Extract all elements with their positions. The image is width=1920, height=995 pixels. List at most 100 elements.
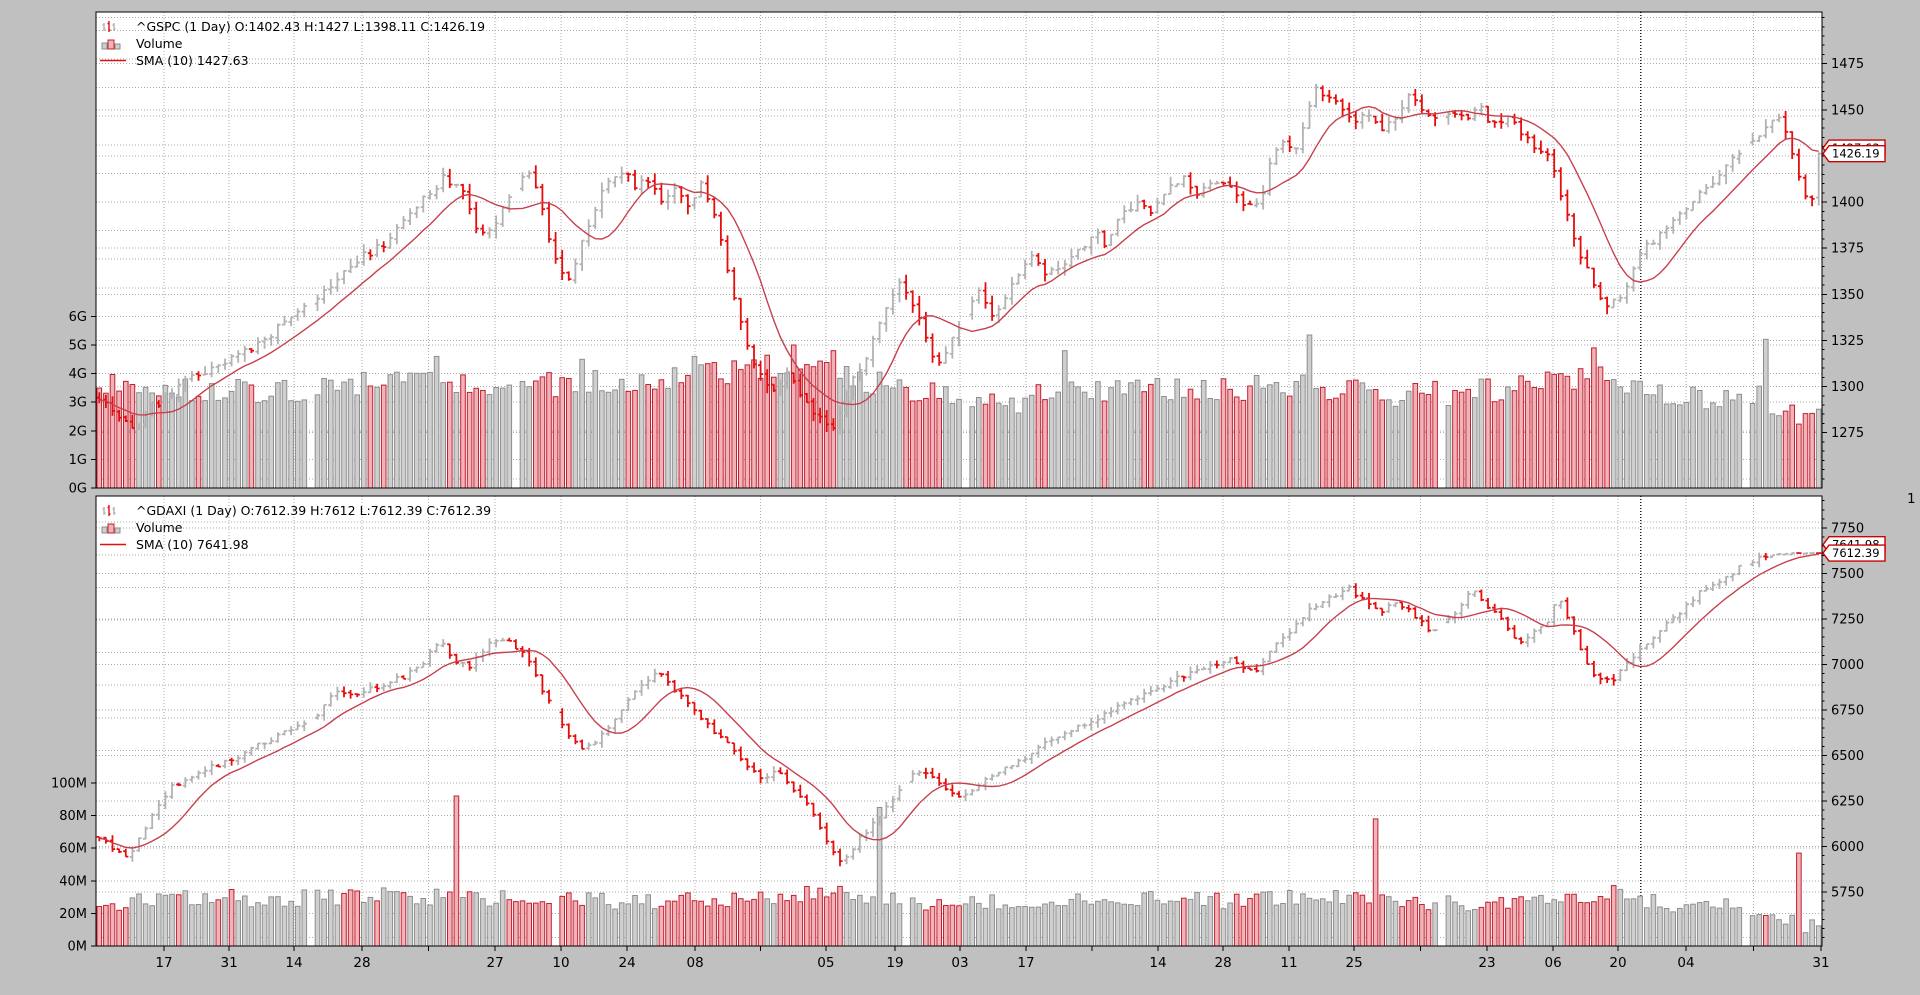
svg-text:7000: 7000 xyxy=(1831,658,1864,673)
gdaxi-legend-sma-label: SMA (10) 7641.98 xyxy=(136,537,249,552)
svg-text:7250: 7250 xyxy=(1831,613,1864,628)
svg-text:7750: 7750 xyxy=(1831,522,1864,537)
svg-text:14: 14 xyxy=(1149,955,1166,971)
gdaxi-volume-bars-up xyxy=(129,807,1822,947)
svg-text:04: 04 xyxy=(1677,955,1694,971)
svg-text:1400: 1400 xyxy=(1831,196,1864,211)
svg-text:23: 23 xyxy=(1478,955,1495,971)
svg-text:17: 17 xyxy=(1017,955,1034,971)
gspc-sma-line xyxy=(99,105,1819,416)
gdaxi-legend-volume-label: Volume xyxy=(136,520,183,535)
svg-text:31: 31 xyxy=(221,955,238,971)
gdaxi-volume-bars-down xyxy=(96,795,1802,947)
svg-text:0G: 0G xyxy=(69,482,87,497)
gdaxi-legend-title: ^GDAXI (1 Day) O:7612.39 H:7612 L:7612.3… xyxy=(136,503,492,518)
gdaxi-legend-row-volume: Volume xyxy=(100,519,491,536)
svg-text:19: 19 xyxy=(886,955,903,971)
ohlc-bars-icon xyxy=(100,20,136,33)
svg-text:1450: 1450 xyxy=(1831,103,1864,118)
svg-text:4G: 4G xyxy=(69,367,87,382)
gspc-price-axis-labels: 127513001325135013751400142514501475 xyxy=(1831,57,1864,441)
gdaxi-price-axis-ticks xyxy=(1822,500,1827,938)
svg-text:1350: 1350 xyxy=(1831,288,1864,303)
svg-text:28: 28 xyxy=(353,955,370,971)
gspc-legend-row-sma: SMA (10) 1427.63 xyxy=(100,52,485,69)
sma-line-icon xyxy=(100,54,136,67)
x-axis-labels: 17 31 14 28 27 10 24 08 05 19 03 17 14 28 11 25 23 06 20 04… xyxy=(155,955,1829,971)
svg-text:60M: 60M xyxy=(59,842,87,857)
svg-text:6500: 6500 xyxy=(1831,749,1864,764)
gdaxi-price-axis-labels: 5750 6000 6250 6500 6750 7000 7250 7500 7750 xyxy=(1831,522,1864,901)
svg-text:31: 31 xyxy=(1812,955,1829,971)
gspc-ohlc-bars-up xyxy=(136,84,1822,435)
x-axis-ticks xyxy=(163,946,1822,951)
sma-line-icon xyxy=(100,538,136,551)
svg-text:100M: 100M xyxy=(51,777,87,792)
svg-text:1G: 1G xyxy=(69,453,87,468)
gdaxi-sma-line xyxy=(99,553,1819,849)
svg-text:25: 25 xyxy=(1346,955,1363,971)
gspc-volume-axis-ticks xyxy=(91,315,96,489)
svg-text:3G: 3G xyxy=(69,396,87,411)
gdaxi-volume-axis-labels: 0M 20M 40M 60M 80M 100M xyxy=(51,777,87,955)
svg-text:0M: 0M xyxy=(68,940,88,955)
svg-text:7500: 7500 xyxy=(1831,567,1864,582)
svg-text:40M: 40M xyxy=(59,874,87,889)
gspc-legend-row-volume: Volume xyxy=(100,35,485,52)
gdaxi-legend: ^GDAXI (1 Day) O:7612.39 H:7612 L:7612.3… xyxy=(100,502,491,553)
gspc-price-tag-text: 1426.19 xyxy=(1832,147,1880,161)
svg-text:6250: 6250 xyxy=(1831,795,1864,810)
svg-text:08: 08 xyxy=(687,955,704,971)
svg-text:27: 27 xyxy=(487,955,504,971)
svg-text:5750: 5750 xyxy=(1831,886,1864,901)
svg-text:80M: 80M xyxy=(59,809,87,824)
svg-text:1325: 1325 xyxy=(1831,334,1864,349)
gspc-price-axis-ticks xyxy=(1822,17,1827,480)
volume-bars-icon xyxy=(100,37,136,50)
gdaxi-price-tag xyxy=(1822,544,1886,562)
gspc-price-tag xyxy=(1822,145,1886,163)
svg-text:24: 24 xyxy=(619,955,636,971)
svg-text:2G: 2G xyxy=(69,424,87,439)
gdaxi-ohlc-bars-up xyxy=(129,552,1815,865)
gdaxi-plot-border xyxy=(95,495,1823,947)
svg-text:6000: 6000 xyxy=(1831,840,1864,855)
svg-text:06: 06 xyxy=(1545,955,1562,971)
gspc-legend: ^GSPC (1 Day) O:1402.43 H:1427 L:1398.11… xyxy=(100,18,485,69)
gdaxi-legend-row-symbol: ^GDAXI (1 Day) O:7612.39 H:7612 L:7612.3… xyxy=(100,502,491,519)
gspc-plot-border xyxy=(95,11,1823,489)
svg-text:20: 20 xyxy=(1609,955,1626,971)
gdaxi-grid xyxy=(96,496,1822,946)
svg-text:1375: 1375 xyxy=(1831,242,1864,257)
gdaxi-price-tag-text: 7612.39 xyxy=(1832,546,1880,560)
gspc-legend-row-symbol: ^GSPC (1 Day) O:1402.43 H:1427 L:1398.11… xyxy=(100,18,485,35)
gdaxi-legend-row-sma: SMA (10) 7641.98 xyxy=(100,536,491,553)
gdaxi-panel: 5750 6000 6250 6500 6750 7000 7250 7500 7750 0M 20… xyxy=(51,495,1886,955)
svg-text:17: 17 xyxy=(155,955,172,971)
gspc-legend-title: ^GSPC (1 Day) O:1402.43 H:1427 L:1398.11… xyxy=(136,19,486,34)
gspc-panel: 1275130013251350137514001425145014750G1G… xyxy=(69,11,1886,497)
gspc-legend-sma-label: SMA (10) 1427.63 xyxy=(136,53,249,68)
svg-text:6G: 6G xyxy=(69,310,87,325)
svg-text:28: 28 xyxy=(1215,955,1232,971)
svg-text:1475: 1475 xyxy=(1831,57,1864,72)
gspc-legend-volume-label: Volume xyxy=(136,36,183,51)
gdaxi-plot-area[interactable] xyxy=(96,496,1822,946)
ohlc-bars-icon xyxy=(100,504,136,517)
svg-text:1275: 1275 xyxy=(1831,426,1864,441)
gdaxi-volume-axis-ticks xyxy=(91,782,96,947)
svg-text:6750: 6750 xyxy=(1831,704,1864,719)
svg-text:05: 05 xyxy=(817,955,834,971)
svg-text:1300: 1300 xyxy=(1831,380,1864,395)
gspc-grid xyxy=(96,12,1822,488)
svg-text:20M: 20M xyxy=(59,907,87,922)
svg-text:14: 14 xyxy=(285,955,302,971)
clipped-x-label: 1 xyxy=(1907,491,1916,507)
svg-text:03: 03 xyxy=(951,955,968,971)
gspc-volume-axis-labels: 0G 1G 2G 3G 4G 5G 6G xyxy=(69,310,87,497)
svg-text:10: 10 xyxy=(552,955,569,971)
svg-text:5G: 5G xyxy=(69,339,87,354)
volume-bars-icon xyxy=(100,521,136,534)
